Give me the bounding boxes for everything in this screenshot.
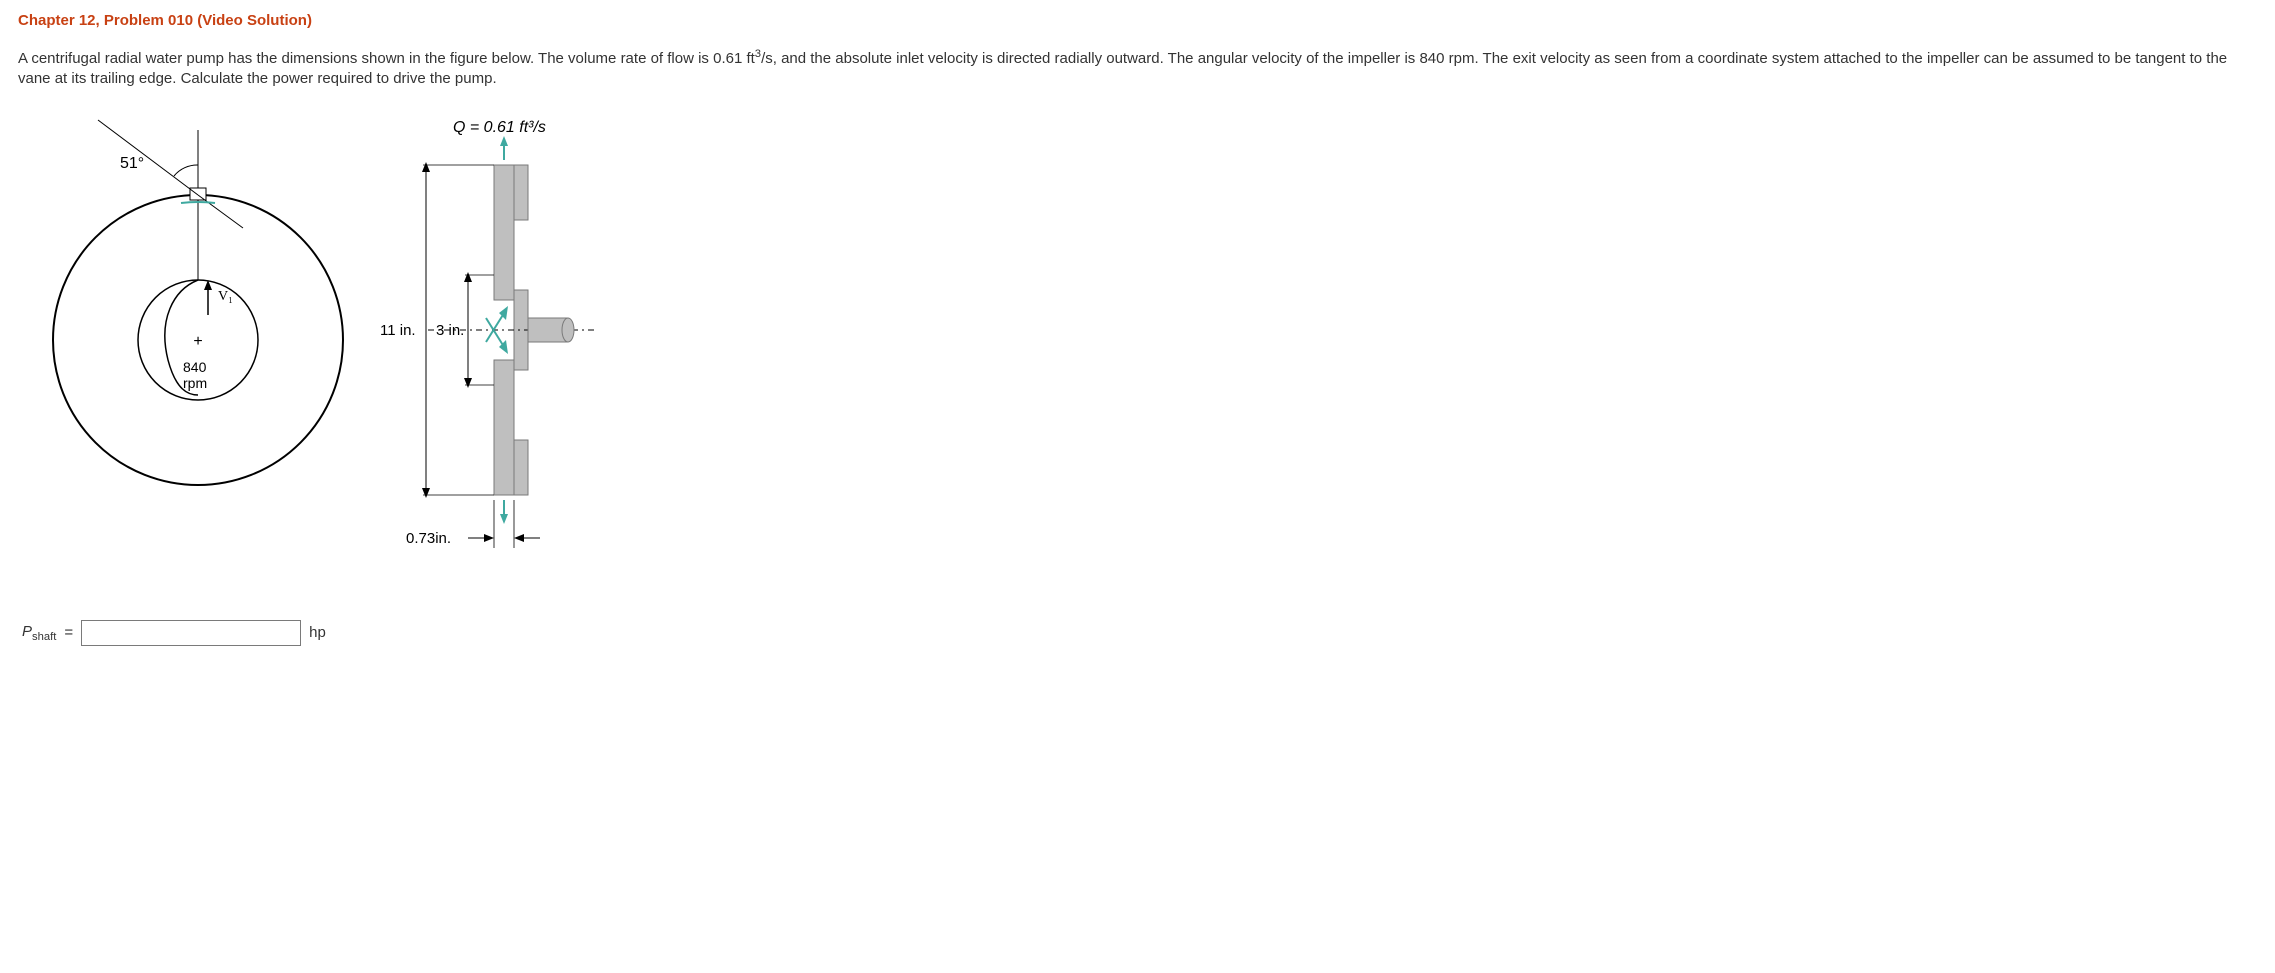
v1-label: V₁ [218,289,233,304]
center-plus: + [193,333,202,350]
answer-unit: hp [309,624,326,641]
problem-statement: A centrifugal radial water pump has the … [18,47,2248,90]
dim-thickness: 0.73in. [406,530,451,547]
rpm-value: 840 [183,359,207,375]
flow-label: Q = 0.61 ft³/s [453,119,546,136]
angle-label: 51° [120,155,144,172]
answer-variable: Pshaft [22,623,56,643]
figure-side-view: Q = 0.61 ft³/s [368,110,628,570]
figure-front-view: + V₁ 840 rpm 51° [38,110,348,530]
problem-title: Chapter 12, Problem 010 (Video Solution) [18,12,2257,29]
dim-3in: 3 in. [436,322,464,339]
answer-row: Pshaft = hp [22,620,2257,646]
figure-container: + V₁ 840 rpm 51° Q = 0.61 ft [38,110,2257,570]
equals-sign: = [64,624,73,641]
rpm-unit: rpm [183,375,207,391]
dim-11in: 11 in. [380,322,416,339]
answer-input[interactable] [81,620,301,646]
